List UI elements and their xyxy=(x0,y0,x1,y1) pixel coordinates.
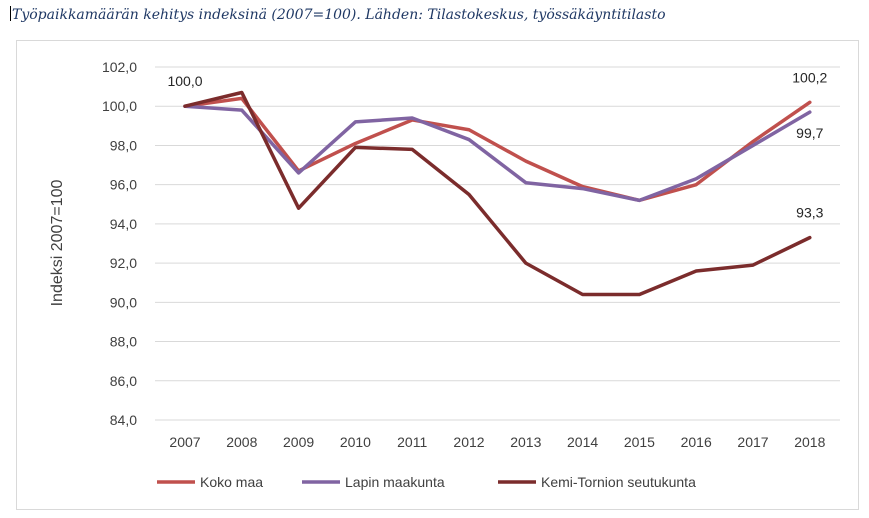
y-tick-label: 98,0 xyxy=(110,137,137,153)
data-label: 99,7 xyxy=(796,125,823,141)
y-tick-label: 94,0 xyxy=(110,216,137,232)
legend: Koko maa Lapin maakunta Kemi-Tornion seutu… xyxy=(157,474,696,490)
x-tick-label: 2014 xyxy=(567,434,598,450)
y-tick-label: 102,0 xyxy=(102,59,137,75)
x-tick-label: 2016 xyxy=(681,434,712,450)
x-tick-label: 2010 xyxy=(340,434,371,450)
x-tick-label: 2015 xyxy=(624,434,655,450)
y-tick-label: 88,0 xyxy=(110,334,137,350)
data-label: 100,2 xyxy=(792,69,827,85)
x-tick-label: 2012 xyxy=(453,434,484,450)
series-line-3 xyxy=(183,90,812,297)
y-tick-label: 86,0 xyxy=(110,373,137,389)
data-label: 93,3 xyxy=(796,205,823,221)
data-label: 100,0 xyxy=(167,73,202,89)
series-line-2 xyxy=(183,104,812,203)
series-lines xyxy=(183,90,812,297)
x-tick-label: 2017 xyxy=(737,434,768,450)
chart-caption-text: Työpaikkamäärän kehitys indeksinä (2007=… xyxy=(12,7,666,23)
x-tick-label: 2007 xyxy=(169,434,200,450)
x-tick-label: 2009 xyxy=(283,434,314,450)
data-labels: 100,0 100,2 99,7 93,3 xyxy=(167,69,827,220)
series-line-1 xyxy=(183,96,812,203)
y-tick-label: 90,0 xyxy=(110,294,137,310)
y-tick-label: 84,0 xyxy=(110,412,137,428)
x-tick-label: 2013 xyxy=(510,434,541,450)
y-tick-label: 92,0 xyxy=(110,255,137,271)
y-axis-ticks: 84,0 86,0 88,0 90,0 92,0 94,0 96,0 98,0 100,0 102… xyxy=(102,59,137,428)
x-tick-label: 2011 xyxy=(397,434,427,450)
legend-label: Kemi-Tornion seutukunta xyxy=(541,474,696,490)
legend-label: Lapin maakunta xyxy=(345,474,445,490)
x-tick-label: 2018 xyxy=(794,434,825,450)
x-tick-label: 2008 xyxy=(226,434,257,450)
chart-frame xyxy=(16,40,859,510)
y-tick-label: 96,0 xyxy=(110,177,137,193)
y-axis-label: Indeksi 2007=100 xyxy=(49,180,66,307)
y-tick-label: 100,0 xyxy=(102,98,137,114)
chart-caption: Työpaikkamäärän kehitys indeksinä (2007=… xyxy=(10,6,666,23)
x-axis-ticks: 2007 2008 2009 2010 2011 2012 2013 2014 2015 2016… xyxy=(169,434,825,450)
legend-label: Koko maa xyxy=(200,474,263,490)
gridlines xyxy=(155,66,840,421)
text-cursor xyxy=(10,6,11,21)
